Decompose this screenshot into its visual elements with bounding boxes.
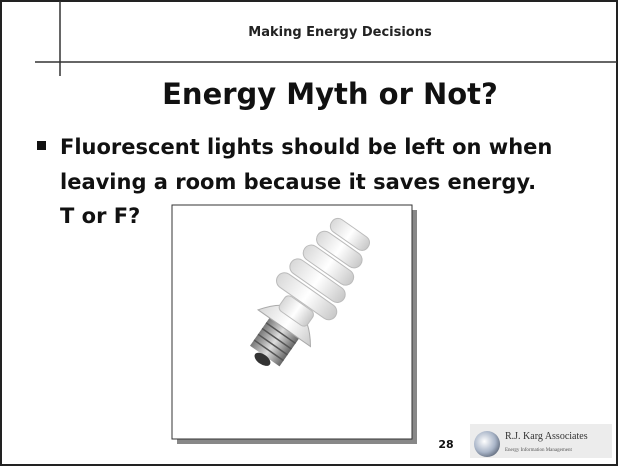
- bulb-picture: [171, 204, 417, 444]
- logo-name: R.J. Karg Associates: [505, 431, 588, 442]
- company-logo: R.J. Karg Associates Energy Information …: [470, 424, 612, 458]
- bullet-line: Fluorescent lights should be left on whe…: [60, 135, 552, 159]
- section-label: Making Energy Decisions: [248, 25, 432, 40]
- logo-tagline: Energy Information Management: [505, 448, 572, 453]
- page-number: 28: [438, 438, 453, 451]
- slide-title: Energy Myth or Not?: [162, 77, 498, 111]
- bullet-line: leaving a room because it saves energy.: [60, 170, 536, 194]
- bullet-marker: [37, 141, 46, 150]
- bullet-line: T or F?: [60, 204, 140, 228]
